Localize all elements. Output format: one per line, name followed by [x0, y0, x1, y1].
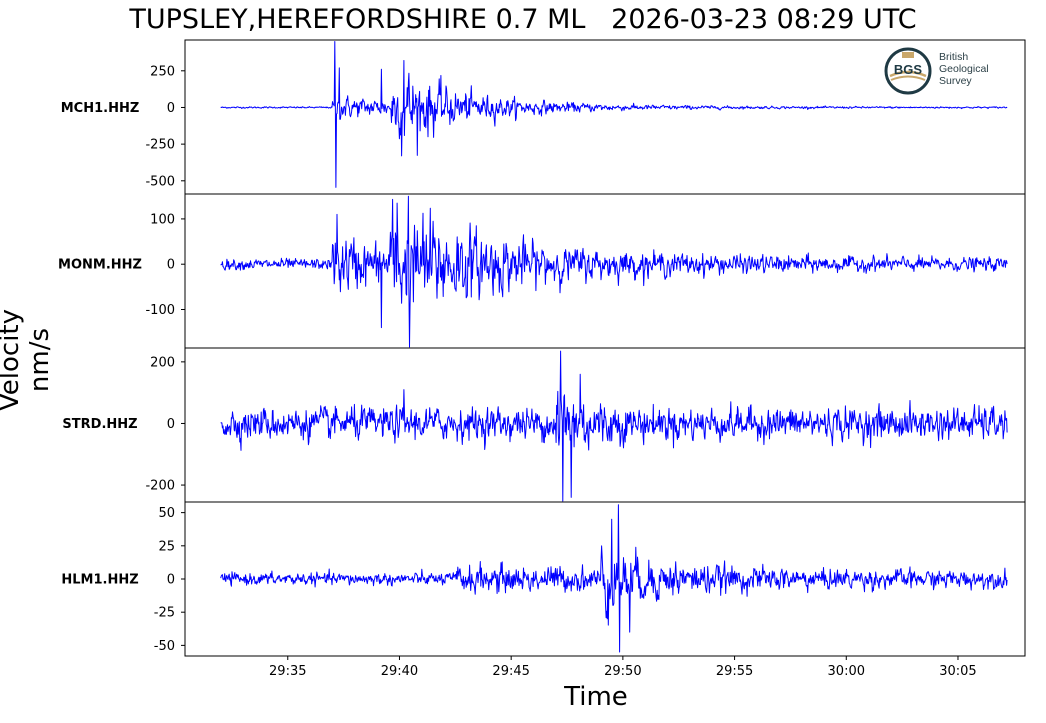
seismic-trace — [220, 195, 1008, 348]
y-tick-label: -500 — [145, 174, 175, 189]
x-tick-label: 29:35 — [269, 664, 306, 679]
chart-title: TUPSLEY,HEREFORDSHIRE 0.7 ML 2026-03-23 … — [129, 4, 917, 35]
x-tick-label: 30:00 — [828, 664, 865, 679]
y-tick-label: 250 — [150, 64, 175, 79]
bgs-mark: BGS — [894, 62, 923, 77]
x-tick-label: 30:05 — [939, 664, 976, 679]
station-label: HLM1.HHZ — [61, 573, 138, 588]
seismic-trace — [220, 504, 1008, 653]
x-tick-label: 29:50 — [604, 664, 641, 679]
bgs-logo: BGS British Geological Survey — [882, 46, 1012, 96]
panel-mch1-hhz: 250 0 -250 -500 MCH1.HHZ — [61, 39, 1026, 195]
y-tick-label: 0 — [167, 573, 175, 588]
logo-line: Geological — [939, 63, 989, 75]
station-label: MCH1.HHZ — [61, 101, 140, 116]
y-tick-label: -250 — [145, 138, 175, 153]
bgs-logo-emblem-icon: BGS — [884, 47, 932, 95]
x-axis-label: Time — [564, 682, 628, 712]
y-tick-label: -25 — [154, 606, 175, 621]
seismic-trace — [220, 350, 1008, 502]
x-tick-label: 29:40 — [381, 664, 418, 679]
panel-monm-hhz: 100 0 -100 MONM.HHZ — [58, 193, 1026, 349]
station-label: STRD.HHZ — [62, 417, 137, 432]
station-label: MONM.HHZ — [58, 258, 142, 273]
y-tick-label: 200 — [150, 355, 175, 370]
logo-line: British — [939, 51, 969, 63]
y-tick-label: 0 — [167, 258, 175, 273]
x-tick-label: 29:45 — [492, 664, 529, 679]
y-axis-label: Velocity nm/s — [0, 309, 55, 411]
y-tick-label: 0 — [167, 101, 175, 116]
y-tick-label: 50 — [158, 506, 175, 521]
y-tick-label: -50 — [154, 639, 175, 654]
seismic-trace — [220, 41, 1008, 188]
x-tick-label: 29:55 — [716, 664, 753, 679]
y-tick-label: 0 — [167, 417, 175, 432]
y-tick-label: 25 — [158, 539, 175, 554]
panel-strd-hhz: 200 0 -200 STRD.HHZ — [62, 347, 1026, 503]
bgs-logo-text: British Geological Survey — [939, 51, 989, 87]
panel-hlm1-hhz: 50 25 0 -25 -50 HLM1.HHZ — [61, 501, 1026, 657]
logo-line: Survey — [939, 75, 972, 87]
y-tick-label: -100 — [145, 303, 175, 318]
y-tick-label: -200 — [145, 479, 175, 494]
y-tick-label: 100 — [150, 212, 175, 227]
panel-frame — [184, 193, 1026, 349]
